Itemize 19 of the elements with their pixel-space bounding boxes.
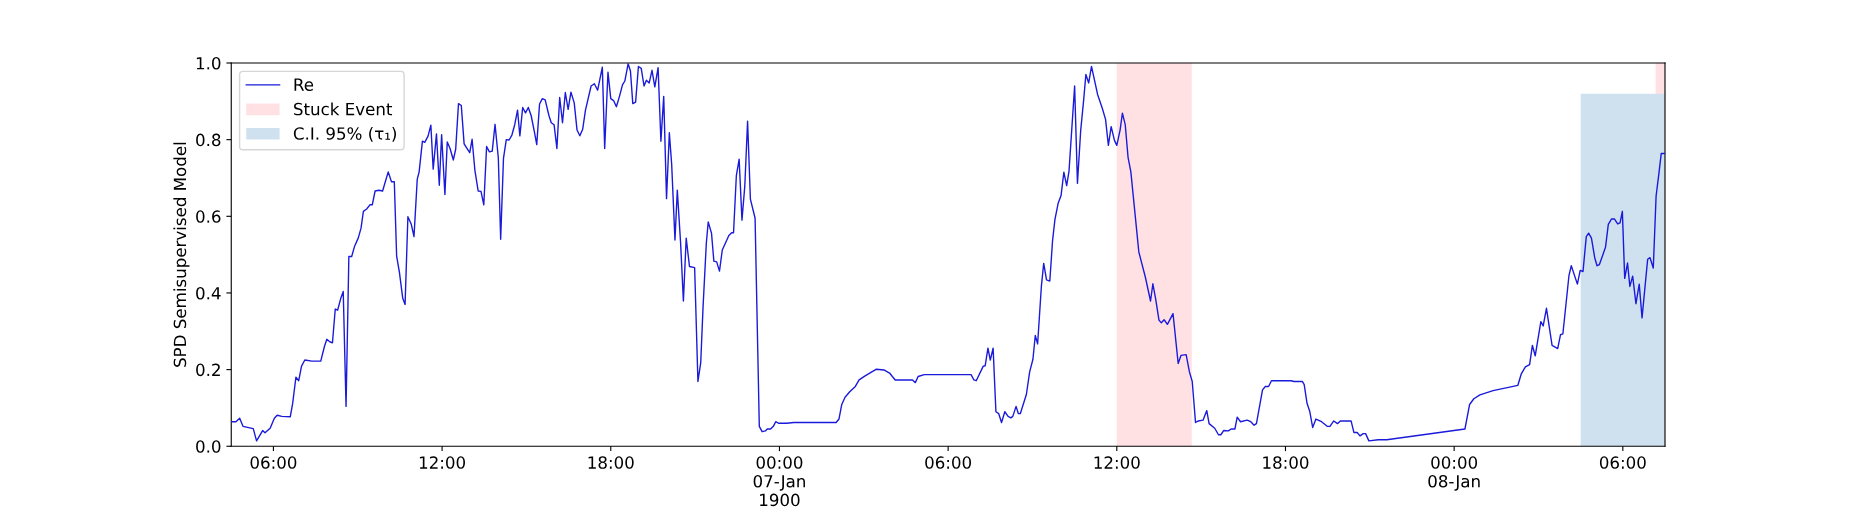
legend-label: C.I. 95% (τ₁) [293,126,396,142]
y-tick-label: 0.8 [196,133,221,147]
x-tick-label: 18:00 [588,456,634,469]
y-axis-title: SPD Semisupervised Model [173,142,190,367]
y-tick-label: 1.0 [196,56,221,70]
legend-label: Re [294,78,314,91]
x-tick-label: 00:00 07-Jan 1900 [753,456,805,507]
x-tick-label: 00:00 08-Jan [1428,456,1480,491]
y-tick-label: 0.0 [196,440,221,453]
y-tick-label: 0.2 [196,363,220,377]
x-tick-label: 06:00 [250,456,297,469]
x-tick-label: 06:00 [925,456,972,469]
x-tick-label: 06:00 [1599,456,1646,469]
x-tick-label: 12:00 [1094,456,1140,469]
x-tick-label: 18:00 [1263,456,1309,469]
x-tick-label: 12:00 [419,456,465,469]
legend-label: Stuck Event [294,102,393,116]
y-tick-label: 0.4 [196,286,221,300]
y-tick-label: 0.6 [196,210,221,223]
